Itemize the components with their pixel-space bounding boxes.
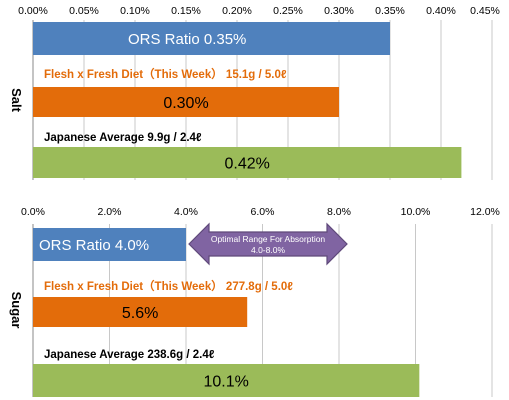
bar — [33, 228, 186, 261]
annotation-label: Optimal Range For Absorption — [211, 234, 326, 244]
x-tick-label: 0.30% — [324, 5, 354, 17]
chart-panel-salt: 0.00% 0.05% 0.10% 0.15% 0.20% 0.25% 0.30% 0.35%… — [9, 5, 500, 180]
bar-value-label: 0.30% — [163, 95, 208, 112]
bar-value-label: 5.6% — [122, 305, 158, 322]
x-tick-label: 6.0% — [251, 206, 275, 218]
bar — [33, 297, 248, 327]
x-tick-label: 12.0% — [470, 206, 500, 218]
bar-value-label: 0.42% — [225, 155, 270, 172]
x-tick-label: 10.0% — [401, 206, 431, 218]
bar-heading-label: Flesh x Fresh Diet（This Week） 277.8g / 5… — [44, 279, 293, 293]
x-tick-label: 0.00% — [18, 5, 48, 17]
bar — [33, 22, 390, 55]
x-tick-label: 0.35% — [375, 5, 405, 17]
bar-heading-label: Flesh x Fresh Diet（This Week） 15.1g / 5.… — [44, 67, 287, 81]
x-tick-label: 2.0% — [98, 206, 122, 218]
bar — [33, 87, 339, 117]
annotation-range-label: 4.0-8.0% — [251, 245, 285, 255]
bar-value-label: ORS Ratio 4.0% — [39, 237, 149, 254]
bar-value-label: 10.1% — [203, 373, 248, 390]
y-axis-title: Salt — [9, 88, 24, 113]
bar — [33, 364, 420, 397]
x-tick-label: 0.15% — [171, 5, 201, 17]
bar-heading-label: Japanese Average 9.9g / 2.4ℓ — [44, 132, 202, 144]
x-tick-label: 0.10% — [120, 5, 150, 17]
y-axis-title: Sugar — [9, 292, 24, 329]
bar-heading-label: Japanese Average 238.6g / 2.4ℓ — [44, 349, 215, 361]
x-tick-label: 0.20% — [222, 5, 252, 17]
bar-value-label: ORS Ratio 0.35% — [128, 31, 246, 48]
x-tick-label: 0.25% — [273, 5, 303, 17]
x-tick-label: 0.05% — [69, 5, 99, 17]
x-tick-label: 0.40% — [426, 5, 456, 17]
x-tick-label: 0.45% — [470, 5, 500, 17]
x-tick-label: 8.0% — [327, 206, 351, 218]
x-tick-label: 0.0% — [21, 206, 45, 218]
bar — [33, 147, 462, 178]
x-tick-label: 4.0% — [174, 206, 198, 218]
double-arrow-annotation — [188, 222, 348, 266]
chart-panel-sugar: 0.0% 2.0% 4.0% 6.0% 8.0% 10.0% 12.0% Sugar ORS R… — [9, 206, 500, 397]
